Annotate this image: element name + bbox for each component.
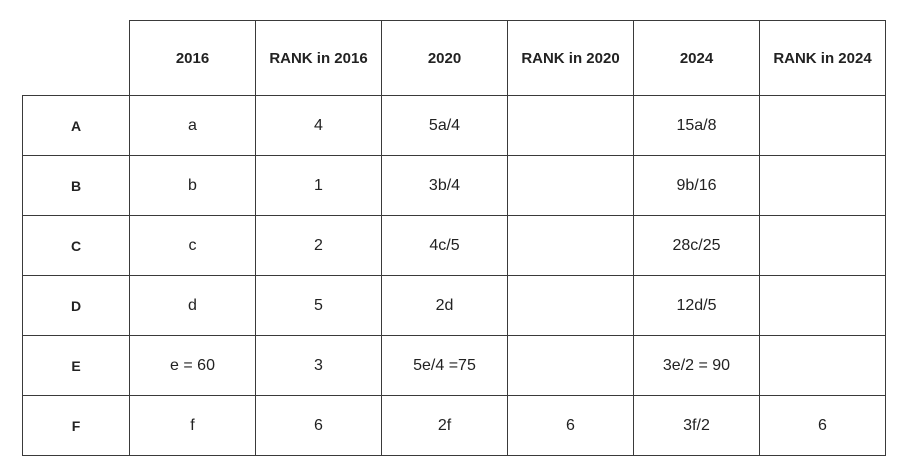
data-cell: 6 (759, 395, 886, 456)
data-cell (759, 95, 886, 156)
cell-text: 2024 (679, 49, 714, 67)
cell-text: 3 (314, 356, 323, 374)
row-label: C (22, 215, 130, 276)
cell-text: C (70, 237, 82, 254)
cell-text: 6 (314, 416, 323, 434)
data-cell: 28c/25 (633, 215, 760, 276)
cell-text: b (188, 176, 197, 194)
cell-text: 28c/25 (672, 236, 721, 254)
cell-text: RANK in 2020 (521, 49, 620, 67)
cell-text: 5e/4 =75 (413, 356, 476, 374)
cell-text: 2 (314, 236, 323, 254)
row-label: B (22, 155, 130, 216)
data-cell: 6 (255, 395, 382, 456)
header-cell: 2020 (381, 20, 508, 96)
data-cell: d (129, 275, 256, 336)
data-cell: 5 (255, 275, 382, 336)
cell-text: e = 60 (170, 356, 215, 374)
data-cell: 3 (255, 335, 382, 396)
data-cell: e = 60 (129, 335, 256, 396)
header-cell: RANK in 2020 (507, 20, 634, 96)
cell-text: F (71, 417, 81, 434)
cell-text: RANK in 2024 (773, 49, 872, 67)
cell-text: E (71, 357, 81, 374)
data-cell: a (129, 95, 256, 156)
cell-text: 3b/4 (428, 176, 461, 194)
data-cell: 3e/2 = 90 (633, 335, 760, 396)
cell-text: 4c/5 (429, 236, 460, 254)
data-cell (507, 335, 634, 396)
row-label: F (22, 395, 130, 456)
cell-text: A (70, 117, 82, 134)
cell-text: 2d (435, 296, 454, 314)
cell-text: d (188, 296, 197, 314)
data-cell (507, 95, 634, 156)
cell-text: f (190, 416, 195, 434)
cell-text: c (188, 236, 197, 254)
data-cell: 2f (381, 395, 508, 456)
cell-text: B (70, 177, 82, 194)
data-cell: 15a/8 (633, 95, 760, 156)
cell-text: 2f (437, 416, 452, 434)
data-cell: c (129, 215, 256, 276)
cell-text: a (188, 116, 197, 134)
data-cell: 1 (255, 155, 382, 216)
data-cell: 12d/5 (633, 275, 760, 336)
cell-text: 2016 (175, 49, 210, 67)
header-cell: 2016 (129, 20, 256, 96)
cell-text: 5a/4 (428, 116, 461, 134)
row-label: D (22, 275, 130, 336)
cell-text: 2020 (427, 49, 462, 67)
cell-text: 5 (314, 296, 323, 314)
data-cell: 2d (381, 275, 508, 336)
data-cell: 3b/4 (381, 155, 508, 216)
cell-text: 15a/8 (676, 116, 717, 134)
cell-text: 9b/16 (676, 176, 717, 194)
header-cell: 2024 (633, 20, 760, 96)
data-cell: 6 (507, 395, 634, 456)
data-cell (759, 275, 886, 336)
header-cell: RANK in 2016 (255, 20, 382, 96)
cell-text: 6 (566, 416, 575, 434)
data-cell: b (129, 155, 256, 216)
cell-text: 12d/5 (676, 296, 717, 314)
data-cell: 5e/4 =75 (381, 335, 508, 396)
data-cell: 9b/16 (633, 155, 760, 216)
cell-text: 3e/2 = 90 (662, 356, 731, 374)
row-label: E (22, 335, 130, 396)
data-cell: 4c/5 (381, 215, 508, 276)
row-label: A (22, 95, 130, 156)
data-cell: 3f/2 (633, 395, 760, 456)
data-cell (759, 335, 886, 396)
cell-text: D (70, 297, 82, 314)
cell-text: 3f/2 (683, 416, 710, 434)
data-cell: 2 (255, 215, 382, 276)
cell-text: 1 (314, 176, 323, 194)
data-cell (759, 215, 886, 276)
data-cell: 4 (255, 95, 382, 156)
data-cell: f (129, 395, 256, 456)
data-cell (507, 155, 634, 216)
data-cell: 5a/4 (381, 95, 508, 156)
cell-text: 6 (818, 416, 827, 434)
cell-text: RANK in 2016 (269, 49, 368, 67)
header-cell: RANK in 2024 (759, 20, 886, 96)
cell-text: 4 (314, 116, 323, 134)
data-cell (507, 215, 634, 276)
data-cell (759, 155, 886, 216)
data-cell (507, 275, 634, 336)
